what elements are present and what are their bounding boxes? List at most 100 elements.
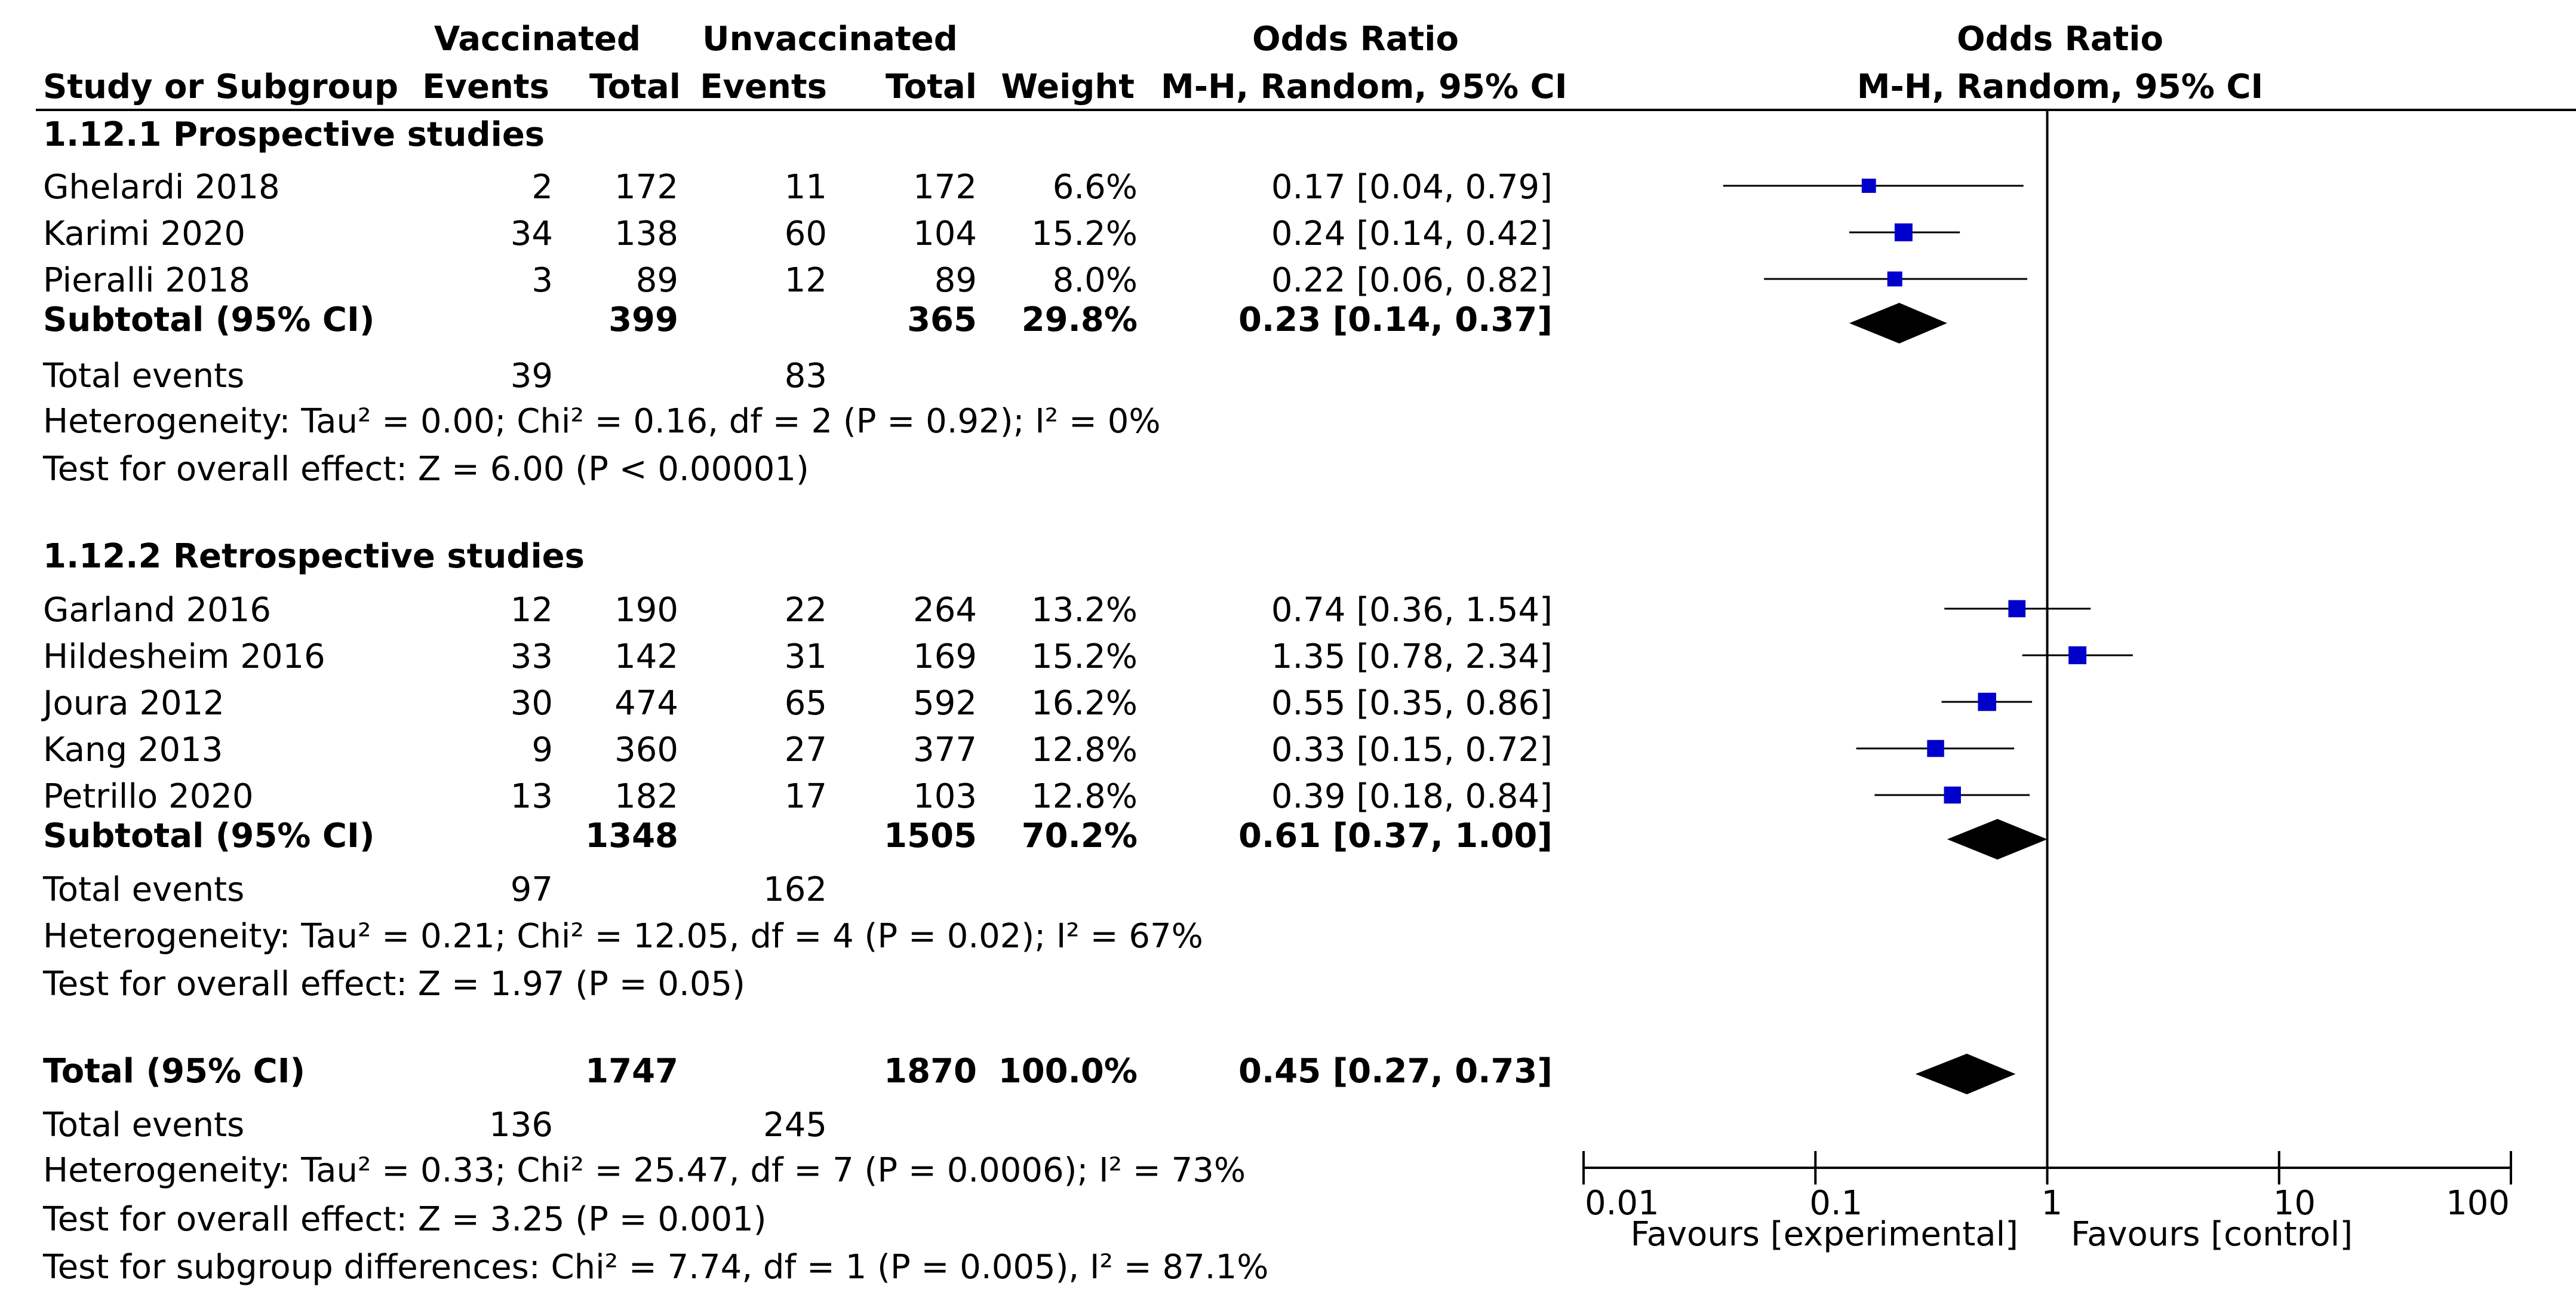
study-marker <box>1894 223 1913 241</box>
events-vaccinated: 12 <box>510 591 553 630</box>
total-unvaccinated: 89 <box>934 261 977 300</box>
total-total-vaccinated: 1747 <box>585 1052 678 1091</box>
overall-effect-text: Test for overall effect: Z = 3.25 (P = 0… <box>43 1200 767 1239</box>
header-study: Study or Subgroup <box>43 67 399 106</box>
study-marker <box>2068 646 2087 664</box>
study-name: Petrillo 2020 <box>43 777 254 816</box>
total-unvaccinated: 169 <box>913 637 977 676</box>
ci-text: 0.24 [0.14, 0.42] <box>1271 214 1553 253</box>
total-events-unvaccinated: 162 <box>763 870 827 909</box>
x-tick-label: 100 <box>2446 1184 2510 1223</box>
subgroup-title: 1.12.1 Prospective studies <box>43 115 545 154</box>
subtotal-weight: 70.2% <box>1021 817 1138 855</box>
events-vaccinated: 30 <box>510 684 553 723</box>
ci-text: 0.39 [0.18, 0.84] <box>1271 777 1553 816</box>
total-unvaccinated: 592 <box>913 684 977 723</box>
ci-text: 1.35 [0.78, 2.34] <box>1271 637 1553 676</box>
favours-experimental-label: Favours [experimental] <box>1631 1215 2019 1254</box>
study-name: Garland 2016 <box>43 591 271 630</box>
weight: 16.2% <box>1031 684 1138 723</box>
events-unvaccinated: 60 <box>784 214 827 253</box>
total-vaccinated: 360 <box>614 731 678 769</box>
events-unvaccinated: 65 <box>784 684 827 723</box>
study-name: Pieralli 2018 <box>43 261 250 300</box>
study-marker <box>1861 179 1876 193</box>
x-tick-label: 0.01 <box>1585 1184 1659 1223</box>
overall-effect-text: Test for overall effect: Z = 6.00 (P < 0… <box>43 450 809 489</box>
ci-text: 0.33 [0.15, 0.72] <box>1271 731 1553 769</box>
study-name: Ghelardi 2018 <box>43 168 280 207</box>
subtotal-label: Subtotal (95% CI) <box>43 300 375 339</box>
study-name: Joura 2012 <box>43 684 225 723</box>
weight: 12.8% <box>1031 777 1138 816</box>
total-label: Total (95% CI) <box>43 1052 306 1091</box>
ci-text: 0.74 [0.36, 1.54] <box>1271 591 1553 630</box>
total-ci-text: 0.45 [0.27, 0.73] <box>1238 1052 1553 1091</box>
header-weight: Weight <box>1001 67 1135 106</box>
subtotal-total-vaccinated: 399 <box>608 300 678 339</box>
events-unvaccinated: 11 <box>784 168 827 207</box>
total-events-label: Total events <box>43 1106 245 1144</box>
subtotal-ci-text: 0.61 [0.37, 1.00] <box>1238 817 1553 855</box>
total-unvaccinated: 377 <box>913 731 977 769</box>
total-total-unvaccinated: 1870 <box>884 1052 977 1091</box>
summary-diamond <box>1849 303 1947 343</box>
total-unvaccinated: 264 <box>913 591 977 630</box>
study-marker <box>1887 271 1902 287</box>
events-unvaccinated: 17 <box>784 777 827 816</box>
weight: 13.2% <box>1031 591 1138 630</box>
total-vaccinated: 138 <box>614 214 678 253</box>
study-marker <box>1944 786 1961 804</box>
events-vaccinated: 34 <box>510 214 553 253</box>
header-total-vac: Total <box>589 67 681 106</box>
x-tick-label: 0.1 <box>1809 1184 1862 1223</box>
study-name: Karimi 2020 <box>43 214 246 253</box>
heterogeneity-text: Heterogeneity: Tau² = 0.33; Chi² = 25.47… <box>43 1151 1246 1190</box>
events-vaccinated: 33 <box>510 637 553 676</box>
study-name: Kang 2013 <box>43 731 223 769</box>
plot-header-method: M-H, Random, 95% CI <box>1856 67 2264 106</box>
events-unvaccinated: 22 <box>784 591 827 630</box>
total-unvaccinated: 172 <box>913 168 977 207</box>
subtotal-label: Subtotal (95% CI) <box>43 817 375 855</box>
weight: 15.2% <box>1031 214 1138 253</box>
study-marker <box>2008 600 2026 618</box>
total-events-vaccinated: 39 <box>510 357 553 395</box>
total-events-vaccinated: 97 <box>510 870 553 909</box>
subgroup-title: 1.12.2 Retrospective studies <box>43 537 585 576</box>
subtotal-weight: 29.8% <box>1021 300 1138 339</box>
total-vaccinated: 89 <box>635 261 678 300</box>
weight: 6.6% <box>1052 168 1138 207</box>
study-marker <box>1978 692 1996 711</box>
weight: 15.2% <box>1031 637 1138 676</box>
total-events-vaccinated: 136 <box>489 1106 553 1144</box>
total-vaccinated: 190 <box>614 591 678 630</box>
plot-header-title: Odds Ratio <box>1957 20 2163 59</box>
study-marker <box>1927 739 1944 757</box>
header-total-unvac: Total <box>886 67 977 106</box>
total-events-unvaccinated: 245 <box>763 1106 827 1144</box>
favours-control-label: Favours [control] <box>2071 1215 2353 1254</box>
total-vaccinated: 182 <box>614 777 678 816</box>
overall-effect-text: Test for overall effect: Z = 1.97 (P = 0… <box>43 965 745 1004</box>
events-vaccinated: 13 <box>510 777 553 816</box>
events-vaccinated: 2 <box>531 168 553 207</box>
x-tick-label: 10 <box>2273 1184 2316 1223</box>
events-vaccinated: 9 <box>531 731 553 769</box>
total-weight: 100.0% <box>998 1052 1138 1091</box>
total-events-label: Total events <box>43 357 245 395</box>
ci-text: 0.17 [0.04, 0.79] <box>1271 168 1553 207</box>
subtotal-total-vaccinated: 1348 <box>585 817 678 855</box>
subtotal-total-unvaccinated: 1505 <box>884 817 977 855</box>
study-name: Hildesheim 2016 <box>43 637 325 676</box>
events-vaccinated: 3 <box>531 261 553 300</box>
x-tick-label: 1 <box>2042 1184 2063 1223</box>
events-unvaccinated: 31 <box>784 637 827 676</box>
header-rule <box>36 109 2576 111</box>
summary-diamond <box>1947 819 2048 860</box>
heterogeneity-text: Heterogeneity: Tau² = 0.21; Chi² = 12.05… <box>43 917 1203 956</box>
total-vaccinated: 172 <box>614 168 678 207</box>
weight: 8.0% <box>1052 261 1138 300</box>
summary-diamond <box>1915 1054 2016 1094</box>
